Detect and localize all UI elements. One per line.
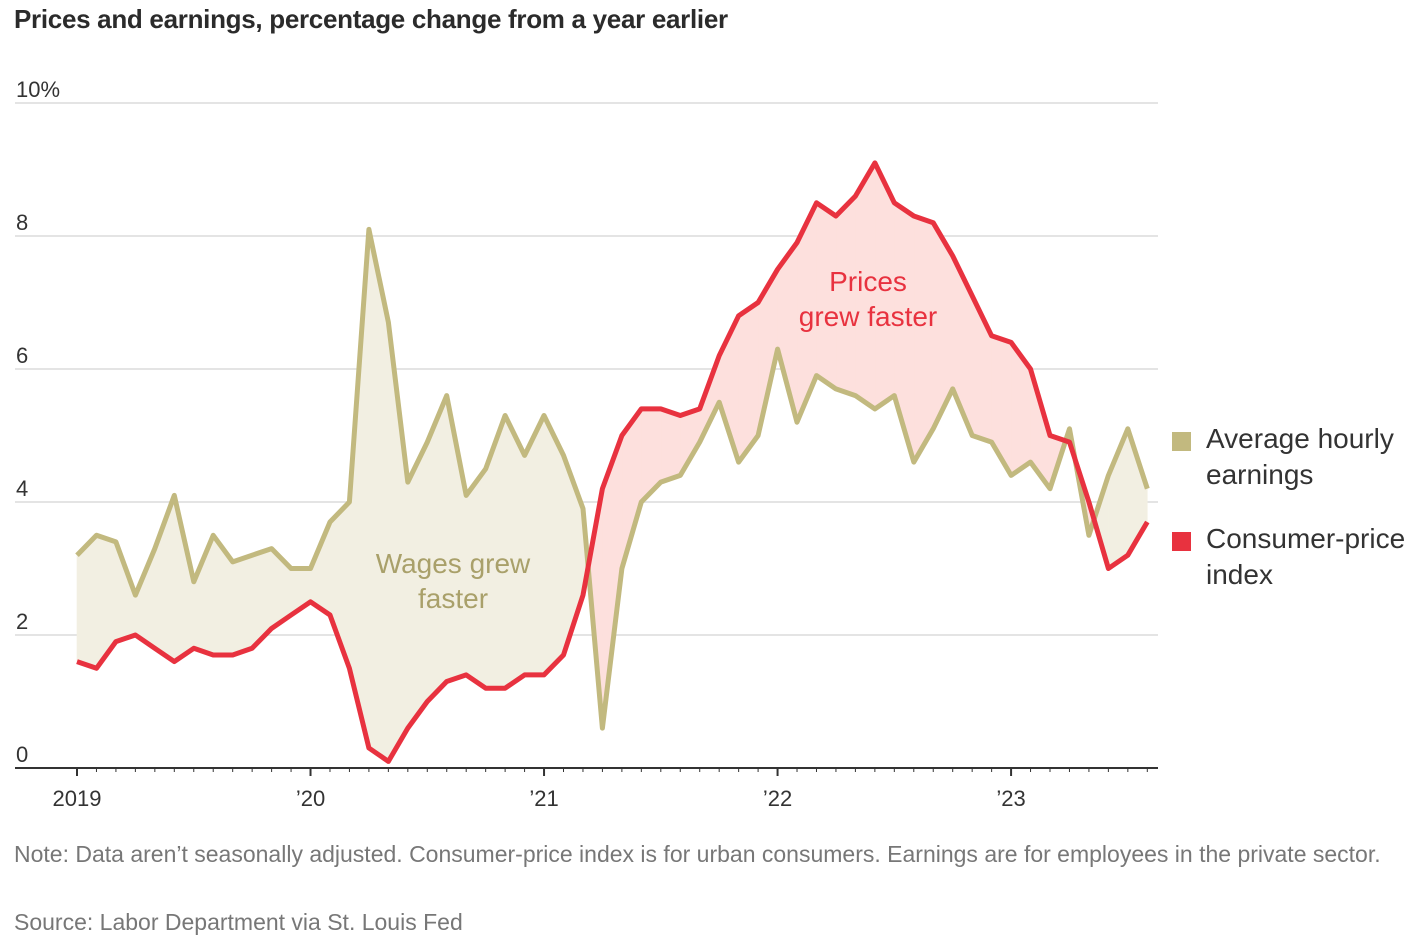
chart-title: Prices and earnings, percentage change f… — [14, 4, 728, 34]
y-tick-label: 6 — [16, 343, 28, 368]
wages-line — [75, 226, 1150, 731]
annotation-label: grew faster — [799, 301, 938, 332]
gap-fill — [135, 548, 156, 649]
legend-label-cpi-1: Consumer-price — [1206, 523, 1406, 554]
cpi-line — [76, 160, 1150, 764]
legend-swatch-wages — [1172, 432, 1191, 451]
legend-label-cpi-2: index — [1206, 559, 1273, 590]
y-tick-label: 4 — [16, 476, 28, 501]
annotation-label: Prices — [829, 266, 907, 297]
y-tick-label: 0 — [16, 742, 28, 767]
y-tick-label: 8 — [16, 210, 28, 235]
x-tick-label: ’20 — [296, 786, 325, 811]
y-tick-label: 2 — [16, 609, 28, 634]
gap-fill — [1094, 475, 1109, 569]
annotation-label: faster — [418, 583, 488, 614]
x-tick-label: 2019 — [53, 786, 102, 811]
gap-fill — [913, 215, 934, 464]
legend-swatch-cpi — [1172, 532, 1191, 551]
legend-label-wages-2: earnings — [1206, 459, 1314, 490]
annotation-label: Wages grew — [376, 548, 531, 579]
x-tick-label: ’21 — [529, 786, 558, 811]
chart-source: Source: Labor Department via St. Louis F… — [14, 909, 463, 935]
x-tick-label: ’23 — [996, 786, 1025, 811]
gap-fill — [660, 408, 681, 483]
chart-note: Note: Data aren’t seasonally adjusted. C… — [14, 841, 1381, 867]
gap-fill — [232, 554, 253, 656]
legend-label-wages-1: Average hourly — [1206, 423, 1394, 454]
y-tick-label: 10% — [16, 77, 60, 102]
gap-fill — [212, 534, 233, 656]
x-tick-label: ’22 — [763, 786, 792, 811]
